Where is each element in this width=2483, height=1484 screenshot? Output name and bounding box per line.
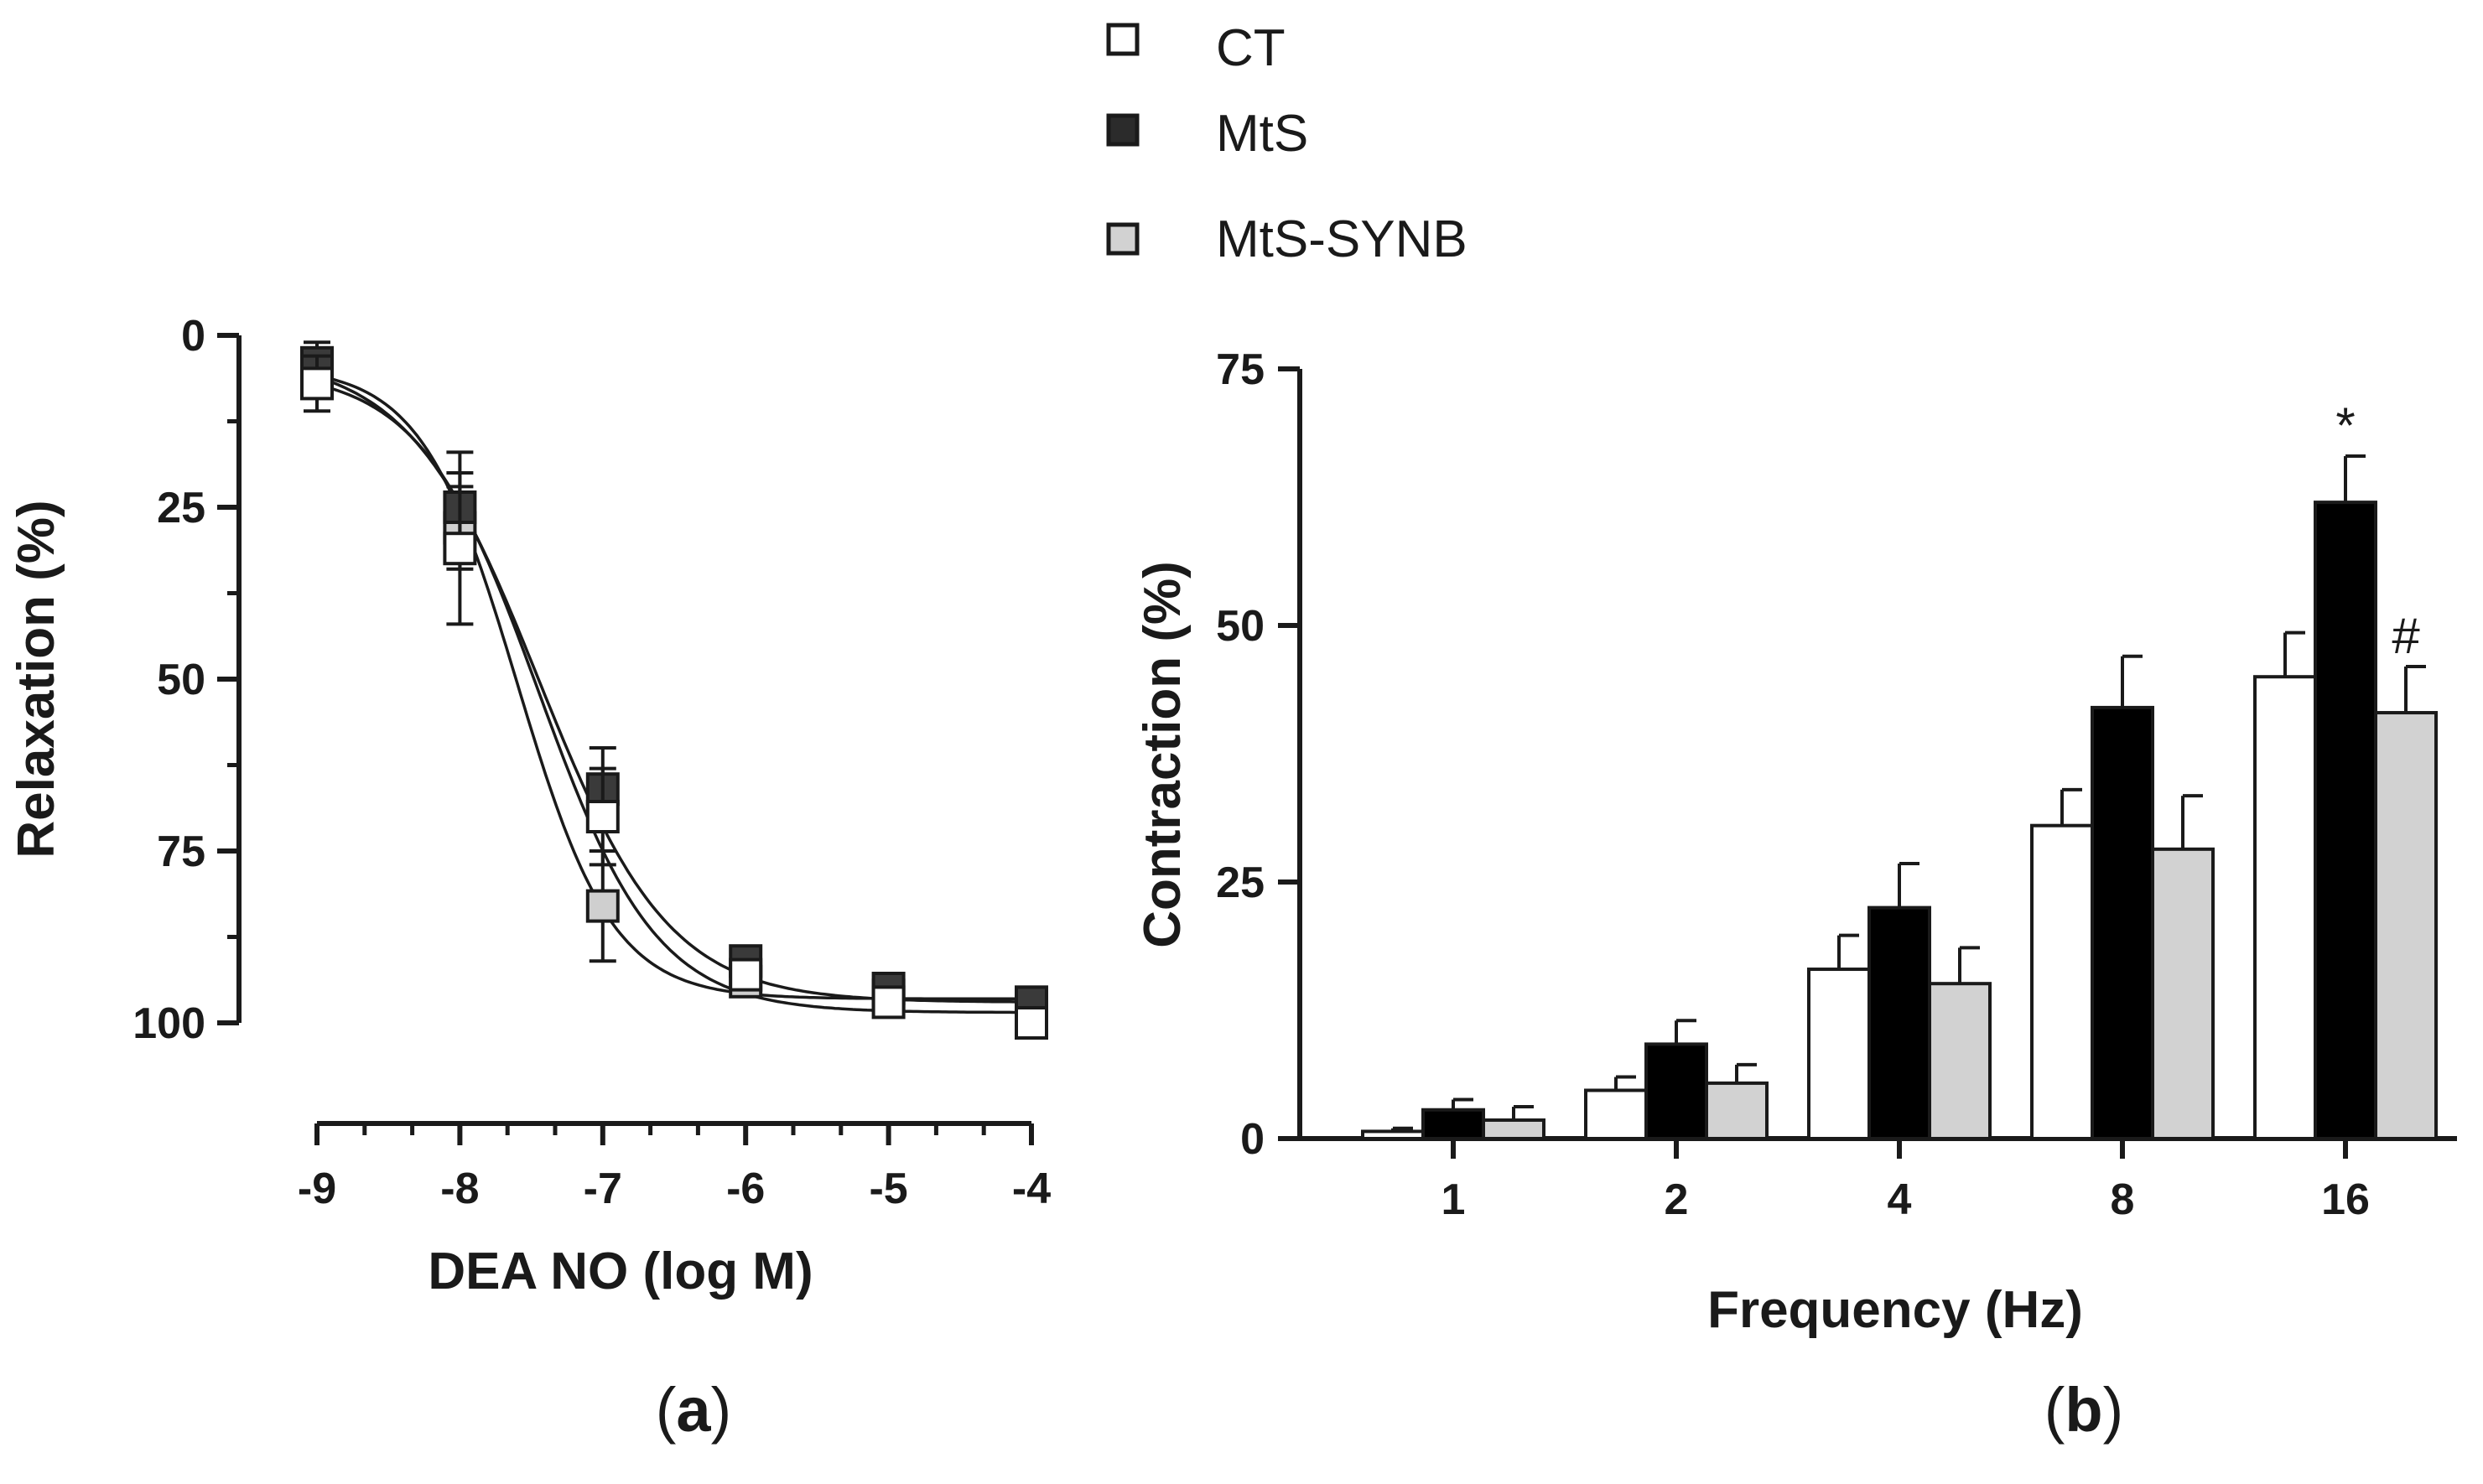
panel-b-x-tick-label: 1 [1441, 1175, 1466, 1224]
legend-entry-mts: MtS [1106, 105, 1308, 163]
panel-a-x-tick-label: -6 [726, 1165, 765, 1213]
panel-b-bar-ct [1584, 1088, 1648, 1141]
panel-b-x-axis-label: Frequency (Hz) [1707, 1281, 2083, 1339]
panel-a-y-axis-label: Relaxation (%) [8, 500, 65, 858]
legend-label-ct: CT [1216, 19, 1286, 77]
panel-a-point-ct [300, 366, 334, 401]
panel-b-bar-ct [2030, 823, 2094, 1140]
panel-a-label-close: ) [711, 1375, 732, 1445]
panel-a-fit-curve-ct [316, 382, 1031, 1014]
legend-marker-ct [1106, 23, 1140, 56]
panel-b-bar-mts-synb [2374, 711, 2438, 1140]
panel-a-x-axis-label: DEA NO (log M) [428, 1243, 813, 1300]
panel-b-x-tick-label: 16 [2321, 1175, 2370, 1224]
panel-a-y-tick-label: 25 [157, 484, 205, 532]
legend-entry-ct: CT [1106, 19, 1286, 77]
panel-b-bar-mts [1644, 1042, 1708, 1140]
panel-b-bar-mts-synb [1928, 982, 1992, 1141]
panel-a-x-tick-label: -7 [584, 1165, 622, 1213]
panel-a-x-tick-label: -4 [1012, 1165, 1051, 1213]
panel-b-bar-mts [2314, 501, 2377, 1140]
panel-a-data-points [300, 340, 1048, 1040]
legend-label-mts-synb: MtS-SYNB [1216, 210, 1467, 268]
panel-a-point-ct [871, 985, 906, 1020]
panel-b-label-open: ( [2044, 1375, 2065, 1445]
panel-b-bar-mts-synb [2151, 847, 2215, 1140]
panel-b-y-tick-label: 75 [1216, 345, 1265, 394]
panel-a-axes: 0 25 50 75 100 -9 -8 -7 -6 -5 -4 [132, 312, 1051, 1213]
panel-b-x-tick-label: 2 [1665, 1175, 1689, 1224]
legend-marker-mts [1106, 113, 1140, 147]
panel-b-bar-ct [1361, 1129, 1425, 1141]
panel-b-bar-mts [1867, 905, 1931, 1140]
panel-b-bar-mts [2091, 705, 2154, 1140]
panel-b-bar-ct [1807, 968, 1871, 1141]
panel-a-point-mts-synb [585, 889, 620, 923]
panel-b-label-close: ) [2103, 1375, 2124, 1445]
panel-a-y-tick-label: 75 [157, 828, 205, 876]
legend-label-mts: MtS [1216, 105, 1308, 163]
panel-b-y-tick-label: 0 [1240, 1115, 1265, 1164]
panel-b-bar-mts-synb [1482, 1118, 1545, 1141]
panel-a-x-tick-label: -5 [869, 1165, 907, 1213]
panel-a-point-ct [729, 957, 763, 992]
panel-b-bars: *# [1361, 397, 2438, 1141]
panel-b-significance-marker: * [2335, 397, 2355, 454]
legend-entry-mts-synb: MtS-SYNB [1106, 210, 1467, 268]
panel-a-fit-curves [316, 374, 1031, 1014]
panel-b-y-tick-label: 25 [1216, 859, 1265, 907]
panel-a-y-tick-label: 50 [157, 656, 205, 704]
panel-b-label: (b) [2044, 1375, 2124, 1445]
panel-a-fit-curve-mts [316, 376, 1031, 1004]
panel-b-x-tick-label: 8 [2111, 1175, 2135, 1224]
panel-a-x-tick-label: -9 [298, 1165, 336, 1213]
panel-a-point-ct [585, 800, 620, 833]
panel-a-point-ct [443, 532, 477, 566]
panel-b-x-tick-label: 4 [1888, 1175, 1912, 1224]
panel-a-point-ct [1015, 1006, 1048, 1040]
panel-a-x-tick-label: -8 [440, 1165, 479, 1213]
panel-a-fit-curve-mts-synb [316, 374, 1031, 1001]
panel-a-label-open: ( [656, 1375, 677, 1445]
panel-b-bar-mts-synb [1705, 1081, 1769, 1141]
panel-b-bar-mts [1421, 1108, 1485, 1141]
legend-marker-mts-synb [1106, 222, 1140, 256]
panel-a-y-tick-label: 100 [132, 999, 205, 1048]
panel-b-significance-marker: # [2392, 608, 2420, 664]
legend: CT MtS MtS-SYNB [1106, 19, 1467, 268]
panel-b-y-axis-label: Contraction (%) [1134, 561, 1192, 948]
panel-a-label: (a) [656, 1375, 731, 1445]
panel-b-label-letter: b [2065, 1375, 2102, 1445]
panel-b-y-tick-label: 50 [1216, 602, 1265, 651]
panel-a-y-tick-label: 0 [181, 312, 205, 361]
panel-a-label-letter: a [676, 1375, 711, 1445]
panel-b-bar-ct [2253, 675, 2317, 1140]
panel-a-chart: 0 25 50 75 100 -9 -8 -7 -6 -5 -4 DEA NO (log M) Re… [8, 312, 1051, 1445]
